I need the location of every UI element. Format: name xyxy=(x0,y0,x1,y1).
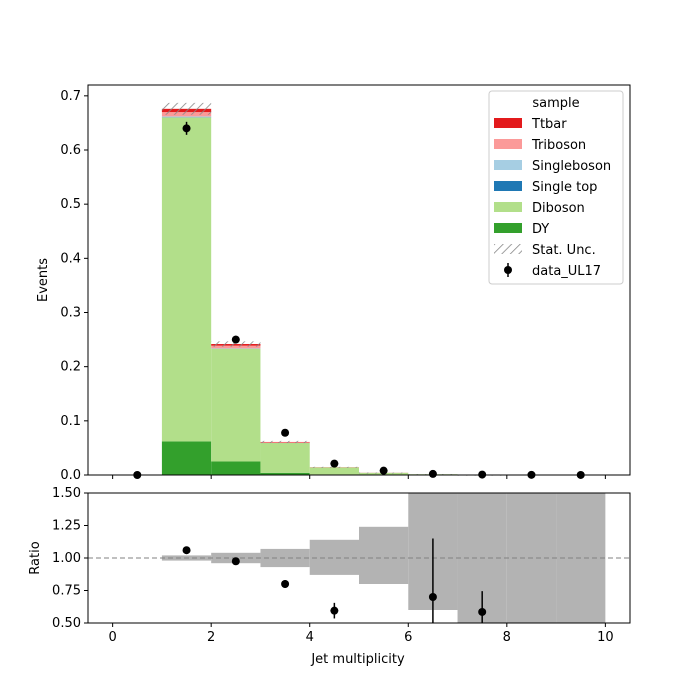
legend-title: sample xyxy=(532,96,579,111)
ratio-y-axis-label: Ratio xyxy=(28,541,43,574)
legend-label-3: Single top xyxy=(532,180,597,195)
ratio-y-tick-label-0: 0.50 xyxy=(52,616,81,631)
ratio-point-5 xyxy=(478,607,487,616)
ratio-band-bin-4 xyxy=(309,539,359,575)
ratio-y-tick-label-2: 1.00 xyxy=(52,551,81,566)
ratio-point-4 xyxy=(428,593,437,601)
legend-swatch-6 xyxy=(494,244,522,254)
bar-singleboson-bin-1 xyxy=(161,116,212,118)
ratio-x-tick-label-2: 4 xyxy=(306,630,314,645)
main-y-tick-label-0: 0.0 xyxy=(60,468,81,483)
ratio-x-tick-label-5: 10 xyxy=(597,630,614,645)
main-y-ticks: 0.0 0.1 0.2 0.3 0.4 0.5 0.6 0.7 xyxy=(60,89,88,483)
data-point-2 xyxy=(231,335,240,344)
bar-diboson-bin-4 xyxy=(309,467,359,475)
main-y-tick-label-5: 0.5 xyxy=(60,197,81,212)
main-y-axis-label: Events xyxy=(36,258,51,302)
x-axis-label: Jet multiplicity xyxy=(310,652,405,667)
ratio-point-0 xyxy=(182,546,191,555)
legend-frame xyxy=(488,90,624,285)
bar-diboson-bin-3 xyxy=(260,443,310,473)
main-x-ticks xyxy=(112,475,606,479)
ratio-x-tick-label-0: 0 xyxy=(108,630,116,645)
data-point-1 xyxy=(182,124,191,133)
stat-unc-bin-1 xyxy=(161,102,212,115)
data-point-4 xyxy=(330,459,339,468)
ratio-band-bin-3 xyxy=(260,548,310,568)
ratio-x-tick-label-4: 8 xyxy=(503,630,511,645)
legend-label-7: data_UL17 xyxy=(532,264,601,279)
stacked-histogram xyxy=(161,108,507,475)
ratio-point-3 xyxy=(330,606,339,615)
data-point-5 xyxy=(379,466,388,475)
legend-label-1: Triboson xyxy=(531,138,586,153)
ratio-band-bin-5 xyxy=(359,526,409,584)
legend-label-6: Stat. Unc. xyxy=(532,243,596,258)
data-point-3 xyxy=(281,428,290,437)
ratio-y-ticks: 0.50 0.75 1.00 1.25 1.50 xyxy=(52,486,88,631)
legend-label-5: DY xyxy=(532,222,549,237)
bar-diboson-bin-2 xyxy=(211,348,261,462)
ratio-panel: 0.50 0.75 1.00 1.25 1.50 0 2 4 6 8 10 Ratio Jet m… xyxy=(28,486,631,667)
main-y-tick-label-3: 0.3 xyxy=(60,306,81,321)
ratio-y-tick-label-3: 1.25 xyxy=(52,519,81,534)
bar-dy-bin-1 xyxy=(161,441,212,475)
data-point-6 xyxy=(428,469,437,478)
ratio-x-tick-label-1: 2 xyxy=(207,630,215,645)
main-axes-frame xyxy=(87,84,631,476)
main-y-tick-label-2: 0.2 xyxy=(60,360,81,375)
main-y-tick-label-7: 0.7 xyxy=(60,89,81,104)
legend-swatch-4 xyxy=(494,202,522,212)
ratio-point-1 xyxy=(231,557,240,566)
legend-swatch-1 xyxy=(494,139,522,149)
main-y-tick-label-1: 0.1 xyxy=(60,414,81,429)
legend-label-0: Ttbar xyxy=(531,117,567,132)
legend-label-2: Singleboson xyxy=(532,159,611,174)
legend-swatch-5 xyxy=(494,223,522,233)
ratio-point-2 xyxy=(281,580,290,588)
legend-marker-7 xyxy=(504,266,512,274)
ratio-x-tick-label-3: 6 xyxy=(404,630,412,645)
bar-triboson-bin-2 xyxy=(211,345,261,349)
ratio-points xyxy=(182,538,487,623)
main-y-tick-label-4: 0.4 xyxy=(60,251,81,266)
ratio-x-ticks: 0 2 4 6 8 10 xyxy=(108,623,614,645)
bar-dy-bin-3 xyxy=(260,472,310,475)
ratio-y-tick-label-1: 0.75 xyxy=(52,584,81,599)
legend-swatch-3 xyxy=(494,181,522,191)
legend-label-4: Diboson xyxy=(532,201,585,216)
ratio-y-tick-label-4: 1.50 xyxy=(52,486,81,501)
bar-dy-bin-2 xyxy=(211,461,261,475)
stat-unc-bin-3 xyxy=(260,440,310,444)
legend: sample Ttbar Triboson Singleboson Single to… xyxy=(488,90,624,285)
legend-swatch-2 xyxy=(494,160,522,170)
legend-swatch-0 xyxy=(494,118,522,128)
stat-unc-bin-2 xyxy=(211,341,261,347)
bar-diboson-bin-1 xyxy=(161,117,212,442)
main-y-tick-label-6: 0.6 xyxy=(60,143,81,158)
main-panel: 0.0 0.1 0.2 0.3 0.4 0.5 0.6 0.7 Events sample T… xyxy=(36,84,631,483)
